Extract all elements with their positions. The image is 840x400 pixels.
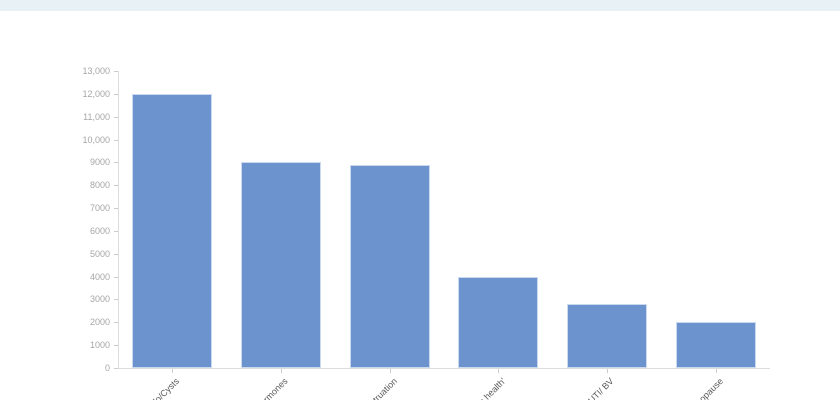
bar-0[interactable] xyxy=(132,93,213,368)
y-tick-mark xyxy=(114,299,118,301)
y-tick-mark xyxy=(114,116,118,118)
x-tick-mark xyxy=(715,369,717,373)
y-tick-label: 1000 xyxy=(89,340,110,351)
y-tick-label: 10,000 xyxy=(82,134,110,145)
y-tick-label: 13,000 xyxy=(82,66,110,76)
y-tick-mark xyxy=(114,139,118,141)
x-axis-label: Endo/Cysts xyxy=(141,376,182,400)
y-tick-label: 4000 xyxy=(89,271,110,282)
x-tick-mark xyxy=(172,369,174,373)
y-tick-label: 11,000 xyxy=(83,111,110,122)
x-tick-mark xyxy=(281,369,282,373)
x-axis-label: UTI/ BV xyxy=(586,376,617,400)
x-axis-label: Hormones xyxy=(253,376,291,400)
y-tick-mark xyxy=(114,71,118,72)
top-banner xyxy=(0,0,840,11)
x-axis-label: Menstruation xyxy=(354,376,399,400)
x-tick-mark xyxy=(607,369,608,373)
y-tick-label: 5000 xyxy=(89,248,110,259)
y-tick-mark xyxy=(114,230,118,232)
y-tick-label: 6000 xyxy=(89,225,110,236)
bar-4[interactable] xyxy=(567,304,647,368)
y-tick-label: 3000 xyxy=(89,294,110,305)
y-tick-mark xyxy=(114,162,118,164)
y-tick-mark xyxy=(114,345,118,347)
y-tick-label: 0 xyxy=(104,363,110,373)
y-tick-label: 2000 xyxy=(89,317,110,328)
x-axis-line xyxy=(118,368,770,369)
y-tick-mark xyxy=(114,253,118,255)
y-tick-mark xyxy=(114,368,118,369)
y-tick-label: 8000 xyxy=(89,180,110,191)
y-tick-label: 9000 xyxy=(89,157,110,168)
bar-3[interactable] xyxy=(458,276,539,368)
y-tick-mark xyxy=(114,93,118,95)
y-tick-mark xyxy=(114,322,118,324)
y-tick-mark xyxy=(114,208,118,210)
y-tick-mark xyxy=(114,276,118,278)
y-tick-label: 7000 xyxy=(89,203,110,214)
bar-5[interactable] xyxy=(675,322,756,368)
x-axis-label: 'Women's health' xyxy=(453,376,508,400)
x-tick-mark xyxy=(498,369,500,373)
y-tick-label: 12,000 xyxy=(82,88,110,99)
bar-2[interactable] xyxy=(349,164,430,368)
x-axis-label: Menopause xyxy=(684,376,725,400)
y-tick-mark xyxy=(114,185,118,187)
x-tick-mark xyxy=(389,369,391,373)
y-axis-line xyxy=(118,71,119,368)
bar-1[interactable] xyxy=(241,162,321,368)
